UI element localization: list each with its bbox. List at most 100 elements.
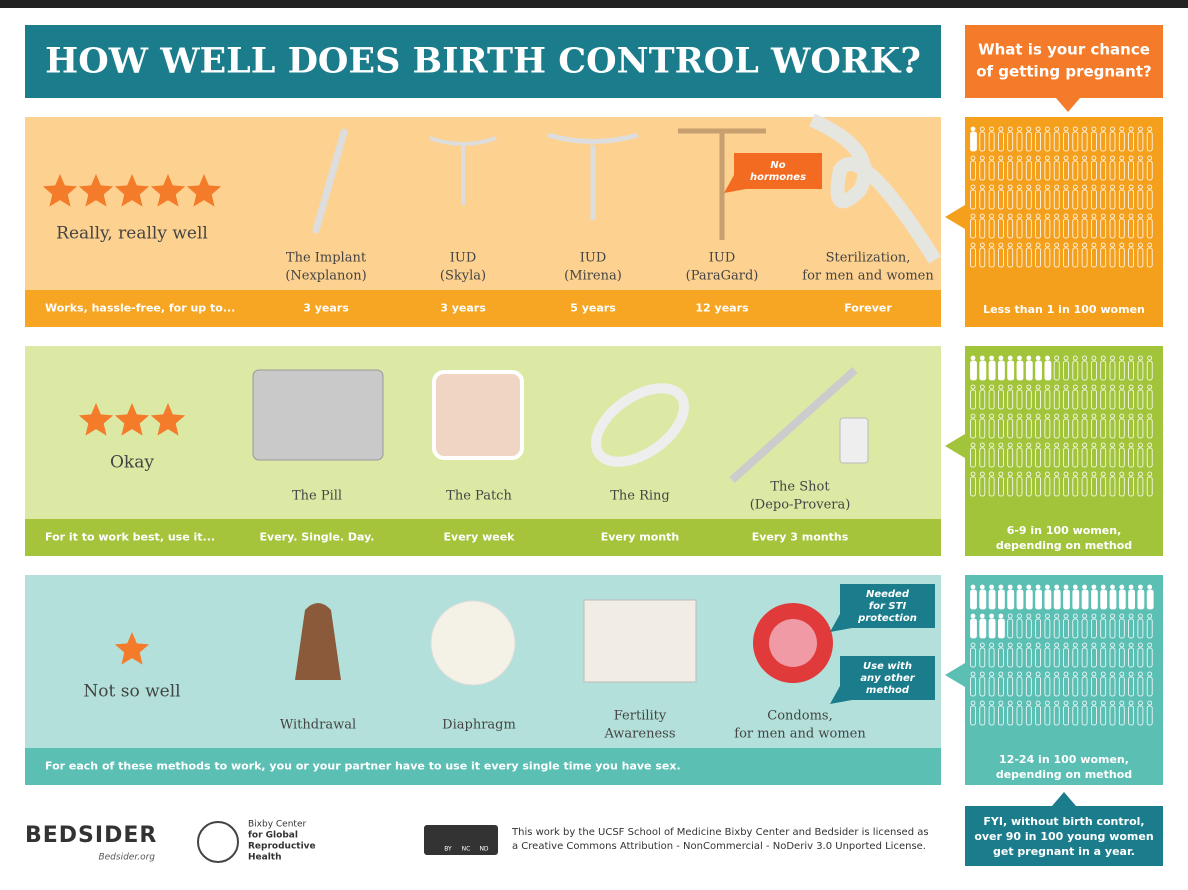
icon-head (1054, 671, 1060, 677)
icon-head (1054, 355, 1060, 361)
icon-head (1119, 384, 1125, 390)
icon-body (1007, 618, 1014, 639)
person-icon (1137, 642, 1144, 668)
icon-head (1035, 442, 1041, 448)
person-icon (979, 613, 987, 639)
icon-head (989, 442, 994, 448)
icon-body (1137, 160, 1144, 181)
person-icon (1146, 471, 1153, 497)
person-icon (1137, 671, 1144, 697)
method-name: Condoms, (767, 709, 832, 724)
icon-head (1045, 355, 1050, 361)
icon-head (1110, 126, 1115, 132)
icon-body (1100, 447, 1107, 468)
icon-head (1045, 213, 1050, 219)
icon-head (1072, 700, 1078, 706)
icon-head (1147, 442, 1153, 448)
person-icon (1128, 184, 1134, 210)
icon-head (1072, 471, 1078, 477)
icon-body (1007, 389, 1014, 410)
person-icon (1063, 413, 1069, 439)
icon-head (989, 155, 994, 161)
person-icon (998, 671, 1004, 697)
person-icon (979, 355, 987, 381)
person-icon (1072, 413, 1079, 439)
person-icon (1109, 613, 1116, 639)
rating: Not so well (83, 682, 180, 702)
method-name: Withdrawal (280, 718, 356, 733)
person-icon (1128, 126, 1134, 152)
person-icon (1137, 355, 1144, 381)
method-name: Fertility (614, 709, 667, 724)
icon-body (1016, 360, 1024, 381)
icon-head (1026, 584, 1032, 590)
person-icon (988, 442, 995, 468)
person-icon (1016, 155, 1023, 181)
icon-head (1138, 242, 1143, 248)
icon-body (1146, 418, 1153, 439)
icon-head (1082, 442, 1087, 448)
person-icon (1081, 671, 1088, 697)
icon-body (1025, 476, 1032, 497)
icon-head (1007, 242, 1013, 248)
icon-body (1035, 618, 1041, 639)
icon-body (1128, 131, 1134, 152)
icon-body (1091, 618, 1097, 639)
cc-label: ND (479, 846, 488, 853)
person-icon (1109, 413, 1116, 439)
star (78, 403, 114, 436)
icon-head (1026, 671, 1032, 677)
person-icon (970, 584, 977, 610)
icon-body (1063, 160, 1069, 181)
icon-head (1110, 184, 1115, 190)
icon-head (1128, 155, 1134, 161)
method-name: Awareness (604, 727, 676, 742)
icon-head (1091, 384, 1097, 390)
icon-head (1147, 642, 1153, 648)
icon-head (979, 442, 985, 448)
person-icon (1091, 613, 1097, 639)
icon-head (998, 584, 1004, 590)
icon-body (1016, 389, 1023, 410)
icon-body (1072, 676, 1079, 697)
icon-body (1044, 218, 1051, 239)
person-icon (1137, 155, 1144, 181)
icon-body (1128, 218, 1134, 239)
person-icon (1053, 213, 1060, 239)
icon-head (1026, 384, 1032, 390)
icon-head (1100, 613, 1106, 619)
icon-head (1091, 184, 1097, 190)
person-icon (1100, 355, 1107, 381)
icon-head (1128, 613, 1134, 619)
icon-head (1128, 242, 1134, 248)
icon-body (1016, 589, 1024, 610)
icon-head (1072, 155, 1078, 161)
icon-body (1128, 705, 1134, 726)
icon-head (1063, 584, 1069, 590)
icon-head (970, 413, 976, 419)
person-icon (1063, 126, 1069, 152)
icon-body (1053, 705, 1060, 726)
person-icon (1053, 471, 1060, 497)
chance-pointer (945, 434, 965, 458)
icon-body (1109, 676, 1116, 697)
person-icon (1146, 413, 1153, 439)
icon-head (1119, 584, 1125, 590)
icon-body (1016, 647, 1023, 668)
method-name: The Implant (286, 251, 367, 266)
person-icon (1081, 700, 1088, 726)
person-icon (1044, 613, 1051, 639)
chance-header-box (965, 25, 1163, 98)
icon-head (1110, 613, 1115, 619)
icon-head (1007, 671, 1013, 677)
icon-head (998, 242, 1004, 248)
icon-head (970, 442, 976, 448)
icon-head (1100, 442, 1106, 448)
icon-head (1100, 213, 1106, 219)
icon-body (1081, 131, 1088, 152)
icon-body (1091, 218, 1097, 239)
person-icon (1118, 642, 1125, 668)
person-icon (1072, 184, 1079, 210)
person-icon (1053, 584, 1061, 610)
icon-body (988, 247, 995, 268)
